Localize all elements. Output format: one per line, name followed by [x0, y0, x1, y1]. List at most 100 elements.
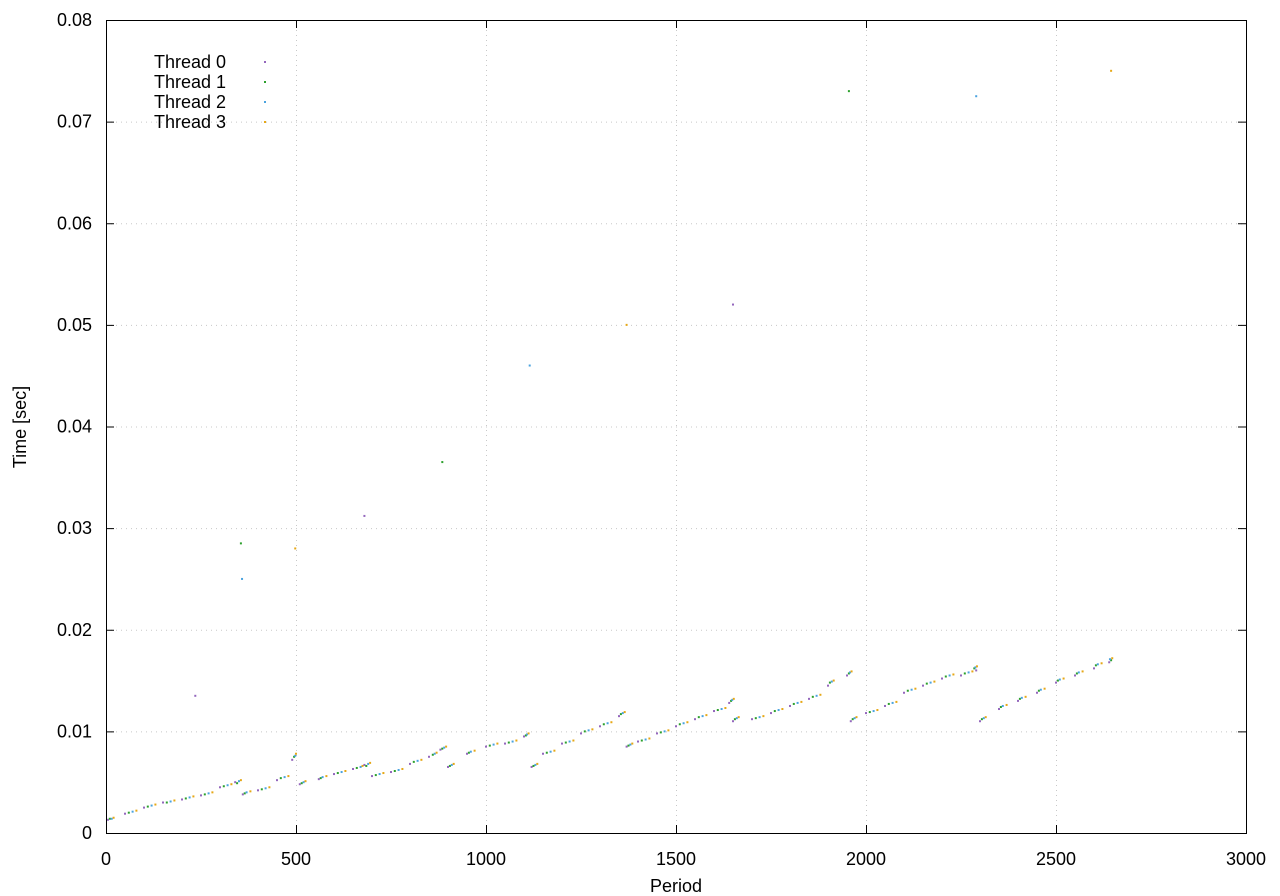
- data-point: [515, 739, 518, 742]
- data-point: [865, 712, 867, 715]
- data-point: [675, 725, 677, 728]
- y-axis-label: Time [sec]: [10, 386, 30, 468]
- data-point: [523, 735, 525, 738]
- data-point: [135, 809, 138, 812]
- data-point: [431, 753, 434, 756]
- data-point: [230, 783, 233, 786]
- data-point: [656, 732, 658, 735]
- data-point: [293, 755, 296, 758]
- data-point: [941, 677, 943, 680]
- data-point: [469, 750, 472, 753]
- data-point: [298, 783, 301, 786]
- data-point: [933, 680, 936, 683]
- data-point: [352, 767, 354, 770]
- data-point: [260, 788, 263, 791]
- data-point: [815, 694, 818, 697]
- data-point: [279, 777, 282, 780]
- data-point: [110, 817, 113, 820]
- data-point: [629, 743, 632, 746]
- data-point: [808, 697, 810, 700]
- data-point: [553, 749, 556, 752]
- data-point: [720, 708, 723, 711]
- data-point: [627, 744, 630, 747]
- data-point: [625, 745, 628, 748]
- data-point: [319, 777, 322, 780]
- data-point: [903, 691, 905, 694]
- legend-label: Thread 1: [154, 72, 226, 92]
- data-point: [536, 762, 539, 765]
- data-points: [106, 69, 1114, 821]
- data-point: [127, 811, 130, 814]
- data-point: [528, 364, 531, 367]
- data-point: [872, 710, 875, 713]
- data-point: [999, 705, 1002, 708]
- y-tick-label: 0.08: [57, 10, 92, 30]
- data-point: [561, 742, 563, 745]
- data-point: [131, 810, 134, 813]
- data-point: [238, 780, 240, 783]
- legend-marker: [264, 121, 266, 123]
- data-point: [724, 707, 727, 710]
- data-point: [914, 687, 917, 690]
- data-point: [891, 701, 894, 704]
- data-point: [619, 713, 622, 716]
- data-point: [948, 674, 951, 677]
- data-point: [1039, 688, 1042, 691]
- data-point: [1020, 696, 1023, 699]
- data-point: [450, 763, 453, 766]
- data-point: [587, 729, 590, 732]
- data-point: [623, 711, 626, 714]
- data-point: [106, 818, 109, 821]
- data-point: [287, 775, 290, 778]
- y-tick-label: 0.04: [57, 417, 92, 437]
- data-point: [827, 684, 829, 687]
- data-point: [428, 755, 430, 758]
- data-point: [549, 750, 552, 753]
- data-point: [849, 671, 852, 674]
- data-point: [412, 760, 415, 763]
- data-point: [365, 764, 368, 767]
- data-point: [143, 806, 145, 809]
- data-point: [409, 762, 411, 765]
- data-point: [1055, 681, 1057, 684]
- data-point: [1108, 658, 1111, 661]
- data-point: [732, 720, 734, 723]
- y-tick-label: 0.02: [57, 620, 92, 640]
- series-thread-3: [112, 657, 1114, 819]
- data-point: [1081, 670, 1084, 673]
- data-point: [846, 674, 848, 677]
- data-point: [359, 765, 362, 768]
- data-point: [832, 679, 835, 682]
- y-tick-label: 0.06: [57, 213, 92, 233]
- data-point: [828, 681, 831, 684]
- data-point: [304, 780, 307, 783]
- data-point: [219, 786, 221, 789]
- data-point: [697, 716, 700, 719]
- data-point: [735, 717, 738, 720]
- data-point: [245, 791, 248, 794]
- data-point: [302, 781, 305, 784]
- data-point: [448, 764, 451, 767]
- data-point: [602, 723, 605, 726]
- y-tick-label: 0.05: [57, 315, 92, 335]
- grid-lines: [106, 20, 1246, 833]
- data-point: [694, 718, 696, 721]
- data-point: [300, 782, 303, 785]
- data-point: [728, 701, 731, 704]
- data-point: [192, 795, 195, 798]
- data-point: [532, 764, 535, 767]
- data-point: [239, 542, 242, 545]
- data-point: [526, 733, 529, 736]
- x-tick-label: 2500: [1036, 849, 1076, 869]
- data-point: [1100, 662, 1103, 665]
- data-point: [530, 765, 533, 768]
- data-point: [378, 773, 381, 776]
- data-point: [441, 461, 444, 464]
- data-point: [416, 759, 419, 762]
- outlier-points: [194, 69, 1113, 697]
- series-thread-1: [108, 659, 1113, 820]
- data-point: [257, 789, 259, 792]
- data-point: [333, 773, 335, 776]
- data-point: [294, 547, 297, 550]
